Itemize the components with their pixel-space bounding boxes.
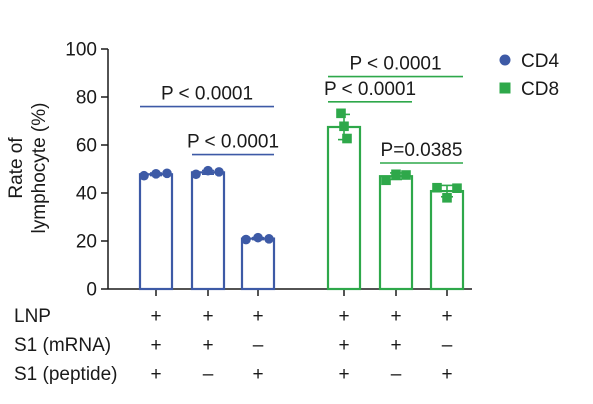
condition-value: – [390,364,402,385]
condition-value: + [390,306,402,327]
significance-annotations: P < 0.0001 P < 0.0001 P < 0.0001 P < 0.0001… [140,54,463,164]
p-value-label: P < 0.0001 [161,84,253,105]
data-point-cd8 [336,108,346,119]
condition-value: – [252,335,264,356]
condition-value: – [441,335,453,356]
legend-item-cd8: CD8 [499,79,559,100]
data-point-cd4 [253,232,263,243]
data-point-cd8 [342,133,352,144]
legend-marker-cd4 [499,54,511,66]
y-tick-label: 20 [76,232,97,253]
condition-value: + [252,364,264,385]
condition-value: + [338,364,350,385]
condition-value: + [150,335,162,356]
condition-value: + [338,335,350,356]
condition-label-s1-peptide: S1 (peptide) [14,364,118,385]
condition-value: – [202,364,214,385]
legend-marker-cd8 [499,82,511,94]
condition-value: + [252,306,264,327]
p-value-label: P < 0.0001 [349,54,441,75]
p-value-label: P < 0.0001 [187,132,279,153]
data-point-cd8 [339,121,349,132]
data-point-cd4 [214,167,224,177]
bar-cd4 [240,237,276,291]
condition-value: + [202,335,214,356]
data-point-cd4 [162,168,172,179]
bar-cd8 [326,125,362,291]
condition-value: + [150,306,162,327]
y-tick-label: 100 [65,40,97,61]
y-tick-label: 60 [76,136,97,157]
data-point-cd8 [452,183,462,193]
condition-value: + [150,364,162,385]
bar-cd4 [190,171,226,291]
bars [138,108,465,291]
y-tick-label: 80 [76,88,97,109]
bar-cd8 [378,175,414,291]
data-point-cd4 [264,234,274,244]
data-point-cd8 [391,169,401,180]
data-point-cd8 [442,193,452,203]
condition-value: + [441,364,453,385]
condition-value: + [202,306,214,327]
legend-label-cd4: CD4 [521,51,559,72]
data-point-cd8 [432,182,442,193]
y-tick-label: 40 [76,184,97,205]
data-point-cd4 [139,170,149,181]
p-value-label: P=0.0385 [381,140,463,161]
legend-label-cd8: CD8 [521,79,559,100]
bar-cd8 [429,189,465,291]
data-point-cd8 [401,170,411,180]
legend-item-cd4: CD4 [499,51,559,72]
legend: CD4 CD8 [499,51,559,100]
condition-value: + [441,306,453,327]
data-point-cd4 [151,169,161,179]
p-value-label: P < 0.0001 [324,79,416,100]
condition-value: + [390,335,402,356]
condition-value: + [338,306,350,327]
condition-label-lnp: LNP [14,306,51,327]
condition-label-s1-mrna: S1 (mRNA) [14,335,112,356]
y-axis-label-line-1: Rate of [6,137,27,199]
y-axis-label-line-2: lymphocyte (%) [29,103,50,234]
data-point-cd4 [191,169,201,180]
bar-cd4 [138,173,174,291]
data-point-cd4 [241,234,251,245]
y-axis-label: Rate of lymphocyte (%) [6,103,50,234]
data-point-cd4 [203,165,213,176]
data-point-cd8 [381,175,391,186]
y-tick-label: 0 [86,280,97,301]
